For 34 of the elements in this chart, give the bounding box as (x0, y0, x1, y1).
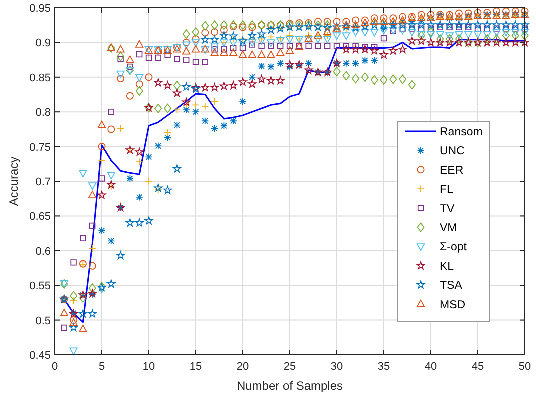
legend-label: MSD (440, 299, 466, 312)
legend-label: Σ-opt (440, 242, 468, 254)
y-tick-label: 0.6 (36, 246, 51, 258)
legend-label: TV (440, 203, 456, 216)
legend-label: UNC (440, 146, 465, 158)
y-tick-label: 0.5 (36, 315, 51, 328)
y-tick-label: 0.75 (30, 142, 51, 154)
legend-label: EER (440, 164, 464, 177)
x-tick-label: 10 (142, 361, 156, 373)
y-tick-label: 0.85 (30, 72, 51, 84)
y-tick-label: 0.65 (30, 211, 51, 224)
y-tick-label: 0.95 (30, 3, 51, 15)
y-tick-label: 0.8 (36, 107, 51, 120)
x-tick-label: 25 (284, 361, 296, 373)
x-axis-title: Number of Samples (236, 379, 344, 393)
x-tick-label: 20 (236, 361, 250, 373)
x-tick-label: 35 (378, 361, 390, 373)
y-tick-label: 0.55 (30, 280, 51, 293)
y-tick-label: 0.45 (30, 350, 51, 362)
y-tick-label: 0.7 (36, 176, 51, 188)
legend-label: VM (440, 222, 458, 234)
legend-label: Ransom (440, 126, 483, 138)
legend-label: TSA (440, 280, 463, 292)
x-tick-label: 15 (190, 361, 202, 373)
y-axis-title: Accuracy (7, 156, 21, 206)
x-tick-label: 5 (98, 361, 106, 373)
x-tick-label: 0 (52, 361, 58, 373)
x-tick-label: 45 (472, 361, 484, 373)
y-tick-label: 0.9 (36, 38, 51, 50)
x-tick-label: 30 (330, 361, 344, 373)
x-tick-label: 50 (518, 361, 532, 373)
x-tick-label: 40 (424, 361, 438, 373)
legend-label: KL (440, 260, 455, 273)
legend-label: FL (440, 184, 454, 196)
